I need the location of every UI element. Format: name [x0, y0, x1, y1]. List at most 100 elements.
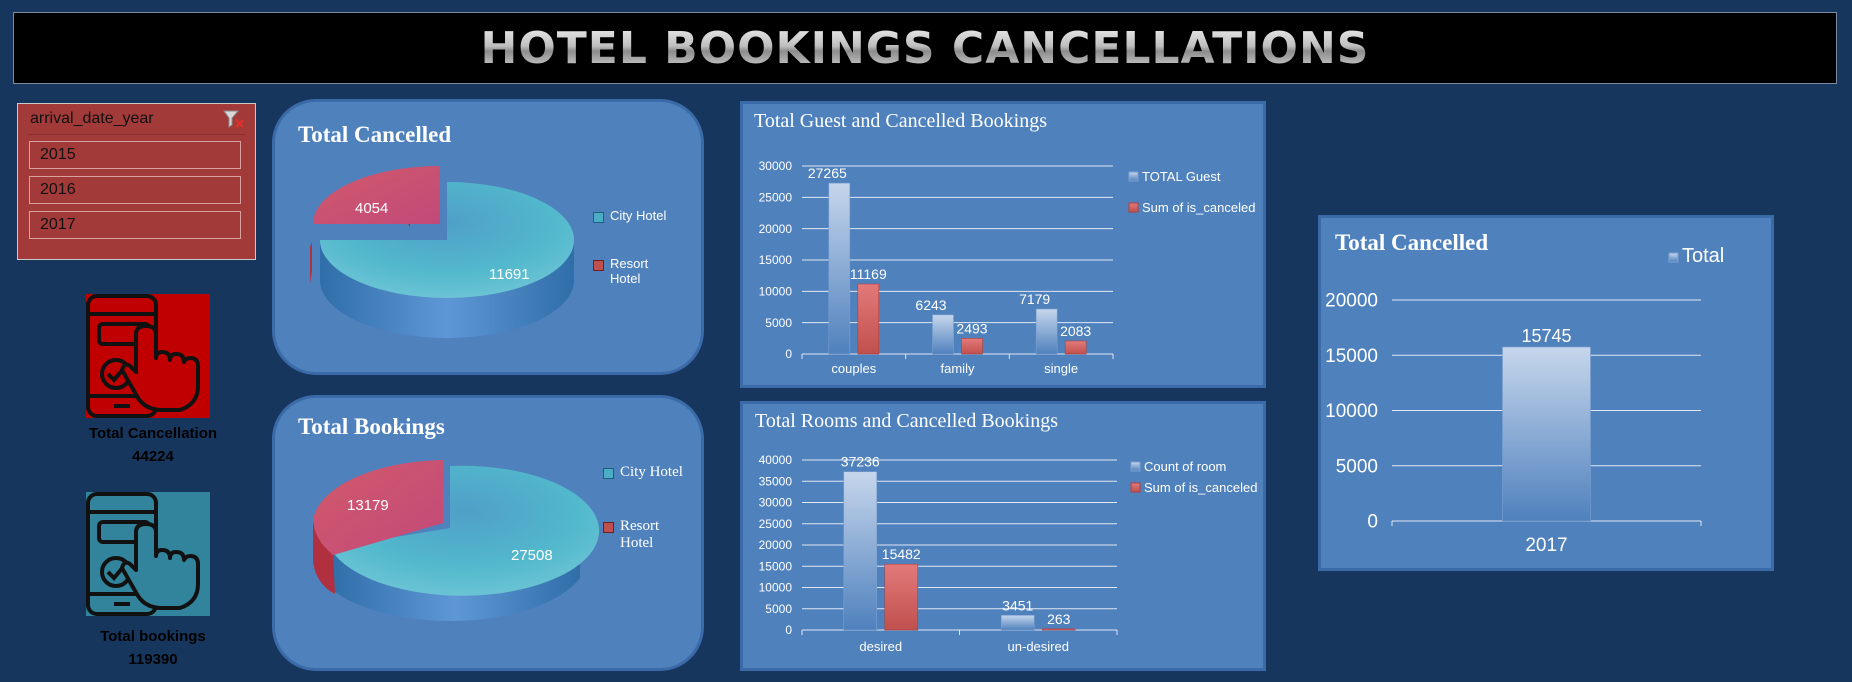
pie-label-resort: 13179 — [347, 497, 389, 514]
x-tick-label: 2017 — [1525, 535, 1567, 556]
clear-filter-icon[interactable] — [221, 108, 247, 130]
year-slicer[interactable]: arrival_date_year 2015 2016 2017 — [17, 103, 256, 260]
bar-card-rooms: Total Rooms and Cancelled Bookings 0 5000… — [740, 401, 1266, 671]
data-label: 27265 — [808, 165, 847, 181]
y-tick-label: 10000 — [1325, 401, 1378, 422]
kpi-cancellation-value: 44224 — [132, 448, 174, 465]
pie-slice-resort-face — [313, 460, 443, 555]
data-label: 15745 — [1521, 326, 1571, 346]
title-bar: HOTEL BOOKINGS CANCELLATIONS — [13, 12, 1837, 84]
bar-sum-of-is-canceled-un-desired — [1041, 628, 1076, 631]
legend-item-city: City Hotel — [603, 464, 683, 481]
kpi-bookings-value: 119390 — [128, 651, 178, 668]
bar-total-guest-single — [1035, 308, 1058, 355]
pie-slice-city — [330, 465, 600, 596]
pie-slice-resort-side — [312, 520, 335, 594]
pie-slice-resort-side — [310, 242, 312, 284]
x-tick-label: couples — [831, 361, 876, 376]
data-label: 2493 — [956, 320, 987, 336]
legend-label: Total — [1682, 245, 1724, 267]
kpi-cancellation-label: Total Cancellation — [88, 425, 218, 442]
pie-slice-city-side — [330, 538, 580, 622]
y-tick-label: 15000 — [1325, 346, 1378, 367]
legend-swatch — [1128, 171, 1139, 182]
x-tick-label: un-desired — [1008, 639, 1069, 654]
chart-title: Total Rooms and Cancelled Bookings — [755, 410, 1059, 432]
phone-touch-icon — [86, 294, 210, 418]
pie-chart-cancelled: 4054 11691 — [310, 166, 574, 338]
slicer-divider — [28, 134, 245, 135]
y-tick-label: 20000 — [1325, 291, 1378, 312]
y-tick-label: 5000 — [1336, 456, 1378, 477]
y-tick-label: 30000 — [759, 496, 793, 510]
bar-count-of-room-desired — [843, 471, 878, 631]
legend-label: Sum of is_canceled — [1142, 200, 1255, 215]
pie-card-cancelled: Total Cancelled 4054 11691 City Hotel Re… — [272, 99, 704, 375]
legend-swatch — [1668, 252, 1679, 263]
y-tick-label: 35000 — [759, 474, 793, 488]
y-tick-label: 10000 — [759, 285, 793, 299]
legend-swatch — [1130, 482, 1141, 493]
pie-slice-resort — [313, 166, 440, 224]
pie-label-city: 27508 — [511, 547, 553, 564]
legend-swatch — [1130, 461, 1141, 472]
y-tick-label: 20000 — [759, 538, 793, 552]
bar-total-2017 — [1502, 346, 1591, 522]
y-tick-label: 5000 — [765, 316, 792, 330]
pie-card-bookings: Total Bookings 13179 27508 City Hotel Re… — [272, 395, 704, 671]
y-tick-label: 15000 — [759, 559, 793, 573]
data-label: 37236 — [841, 454, 880, 470]
slicer-item-2016[interactable]: 2016 — [29, 176, 241, 204]
pie-label-city: 11691 — [489, 266, 530, 283]
x-tick-label: desired — [859, 639, 902, 654]
x-tick-label: single — [1044, 361, 1078, 376]
y-tick-label: 25000 — [759, 517, 793, 531]
y-tick-label: 0 — [785, 347, 792, 361]
bar-sum-of-is-canceled-couples — [857, 283, 880, 355]
legend-label: TOTAL Guest — [1142, 169, 1221, 184]
y-tick-label: 5000 — [765, 602, 792, 616]
pie-chart-bookings: 13179 27508 — [312, 460, 600, 622]
data-label: 3451 — [1002, 597, 1033, 613]
x-tick-label: family — [941, 361, 975, 376]
bar-chart-total: 0 5000 10000 15000 20000 2017 15745 Total — [1325, 245, 1724, 556]
data-label: 263 — [1047, 611, 1071, 627]
data-label: 15482 — [882, 546, 921, 562]
bar-card-total: Total Cancelled 0 5000 10000 15000 20000 2017… — [1318, 215, 1774, 571]
kpi-bookings-label: Total bookings — [100, 628, 206, 645]
page-title: HOTEL BOOKINGS CANCELLATIONS — [480, 22, 1370, 74]
chart-title: Total Guest and Cancelled Bookings — [754, 110, 1047, 132]
bar-count-of-room-un-desired — [1000, 615, 1035, 631]
y-tick-label: 15000 — [759, 253, 793, 267]
slicer-item-2015[interactable]: 2015 — [29, 141, 241, 169]
pie-slice-city-side — [320, 240, 574, 338]
bar-chart-guest: 0 5000 10000 15000 20000 25000 30000 couples 272… — [759, 159, 1256, 376]
chart-title: Total Bookings — [298, 414, 445, 439]
bar-sum-of-is-canceled-family — [961, 338, 983, 355]
pie-label-resort: 4054 — [355, 200, 388, 217]
pie-slice-city — [320, 182, 574, 298]
y-tick-label: 25000 — [759, 191, 793, 205]
data-label: 11169 — [850, 266, 887, 282]
bar-total-guest-family — [932, 314, 954, 355]
legend-item-city: City Hotel — [593, 208, 666, 223]
chart-title: Total Cancelled — [298, 122, 452, 147]
bar-sum-of-is-canceled-single — [1064, 340, 1087, 355]
slicer-item-2017[interactable]: 2017 — [29, 211, 241, 239]
bar-card-guest: Total Guest and Cancelled Bookings 0 5000… — [740, 101, 1266, 388]
data-label: 7179 — [1019, 291, 1050, 307]
y-tick-label: 10000 — [759, 581, 793, 595]
bar-sum-of-is-canceled-desired — [884, 563, 919, 631]
slicer-header: arrival_date_year — [30, 110, 154, 127]
y-tick-label: 30000 — [759, 159, 793, 173]
legend-item-resort: Resort Hotel — [593, 256, 673, 286]
bar-chart-rooms: 0 5000 10000 15000 20000 25000 30000 35000 40000… — [759, 453, 1258, 654]
bar-total-guest-couples — [828, 182, 851, 355]
legend-swatch — [1128, 202, 1139, 213]
y-tick-label: 20000 — [759, 222, 793, 236]
legend-label: Count of room — [1144, 459, 1226, 474]
phone-touch-icon — [86, 492, 210, 616]
y-tick-label: 0 — [785, 623, 792, 637]
data-label: 2083 — [1060, 323, 1091, 339]
legend-item-resort: Resort Hotel — [603, 518, 683, 552]
